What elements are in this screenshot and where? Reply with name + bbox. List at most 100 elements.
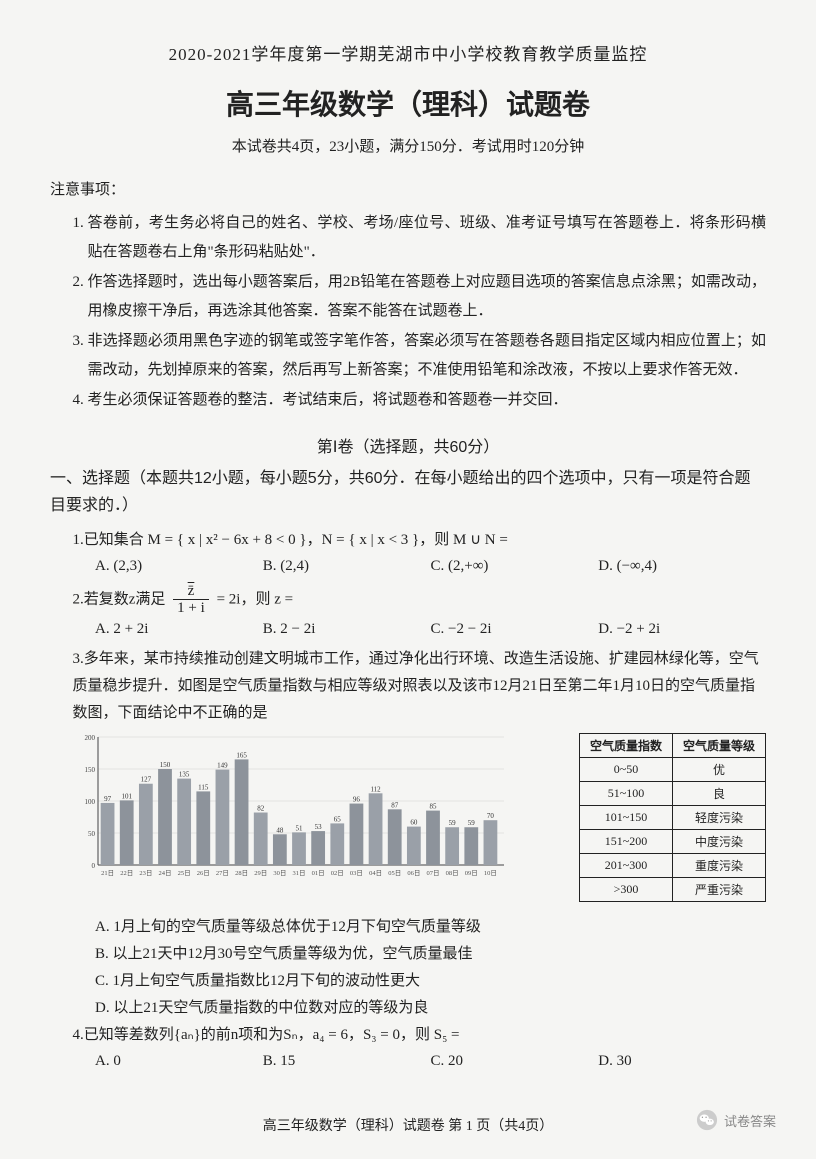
aqi-row: 0~50优 [579, 757, 765, 781]
svg-text:97: 97 [104, 795, 112, 803]
q3-opt-d: D. 以上21天空气质量指数的中位数对应的等级为良 [95, 995, 766, 1022]
svg-text:07日: 07日 [427, 869, 440, 877]
q1-opt-a: A. (2,3) [95, 558, 263, 575]
svg-text:50: 50 [88, 830, 96, 838]
notice-item: 答卷前，考生务必将自己的姓名、学校、考场/座位号、班级、准考证号填写在答题卷上．… [88, 209, 767, 266]
aqi-th-level: 空气质量等级 [672, 733, 765, 757]
aqi-cell: 轻度污染 [672, 805, 765, 829]
aqi-row: 151~200中度污染 [579, 829, 765, 853]
svg-text:26日: 26日 [197, 869, 210, 877]
header-line: 2020-2021学年度第一学期芜湖市中小学校教育教学质量监控 [50, 40, 766, 65]
svg-text:150: 150 [85, 766, 96, 774]
q2-options: A. 2 + 2i B. 2 − 2i C. −2 − 2i D. −2 + 2… [50, 621, 766, 638]
aqi-cell: 151~200 [579, 829, 672, 853]
notice-list: 答卷前，考生务必将自己的姓名、学校、考场/座位号、班级、准考证号填写在答题卷上．… [50, 209, 766, 415]
svg-text:05日: 05日 [388, 869, 401, 877]
q1-stem: 1.已知集合 M = { x | x² − 6x + 8 < 0 }，N = {… [50, 527, 766, 554]
q4-opt-a: A. 0 [95, 1053, 263, 1070]
page-footer: 高三年级数学（理科）试题卷 第 1 页（共4页） [0, 1115, 816, 1135]
q1-options: A. (2,3) B. (2,4) C. (2,+∞) D. (−∞,4) [50, 558, 766, 575]
svg-text:60: 60 [410, 818, 418, 826]
svg-text:23日: 23日 [139, 869, 152, 877]
svg-text:59: 59 [468, 819, 476, 827]
svg-text:165: 165 [236, 751, 247, 759]
q3-figure-row: 0501001502009721日10122日12723日15024日13525… [74, 733, 766, 908]
svg-text:101: 101 [121, 792, 132, 800]
svg-text:150: 150 [160, 761, 171, 769]
svg-text:59: 59 [449, 819, 457, 827]
aqi-cell: 重度污染 [672, 853, 765, 877]
part-heading: 一、选择题（本题共12小题，每小题5分，共60分．在每小题给出的四个选项中，只有… [50, 465, 766, 519]
q3-opt-b: B. 以上21天中12月30号空气质量等级为优，空气质量最佳 [95, 941, 766, 968]
q2-frac-top: z̄ [173, 583, 209, 601]
aqi-cell: 201~300 [579, 853, 672, 877]
svg-text:200: 200 [85, 734, 96, 742]
aqi-cell: 中度污染 [672, 829, 765, 853]
q4-opt-b: B. 15 [263, 1053, 431, 1070]
aqi-bar-chart: 0501001502009721日10122日12723日15024日13525… [74, 733, 567, 908]
svg-text:85: 85 [430, 802, 438, 810]
svg-text:65: 65 [334, 815, 342, 823]
notice-heading: 注意事项： [50, 178, 766, 199]
svg-text:29日: 29日 [254, 869, 267, 877]
aqi-row: >300严重污染 [579, 877, 765, 901]
aqi-chart-svg: 0501001502009721日10122日12723日15024日13525… [74, 733, 504, 903]
q3-stem: 3.多年来，某市持续推动创建文明城市工作，通过净化出行环境、改造生活设施、扩建园… [50, 646, 766, 727]
svg-text:09日: 09日 [465, 869, 478, 877]
aqi-th-index: 空气质量指数 [579, 733, 672, 757]
wechat-icon [696, 1109, 718, 1131]
svg-text:115: 115 [198, 783, 209, 791]
q2-stem: 2.若复数z满足 z̄ 1 + i = 2i，则 z = [50, 583, 766, 617]
svg-text:112: 112 [370, 785, 381, 793]
aqi-reference-table: 空气质量指数 空气质量等级 0~50优51~100良101~150轻度污染151… [579, 733, 766, 902]
svg-text:25日: 25日 [178, 869, 191, 877]
q2-opt-d: D. −2 + 2i [598, 621, 766, 638]
svg-text:06日: 06日 [407, 869, 420, 877]
q2-pre: 2.若复数z满足 [73, 591, 166, 607]
svg-text:82: 82 [257, 804, 265, 812]
aqi-cell: 严重污染 [672, 877, 765, 901]
q1-opt-d: D. (−∞,4) [598, 558, 766, 575]
aqi-cell: 0~50 [579, 757, 672, 781]
q4-opt-d: D. 30 [598, 1053, 766, 1070]
notice-item: 非选择题必须用黑色字迹的钢笔或签字笔作答，答案必须写在答题卷各题目指定区域内相应… [88, 327, 767, 384]
svg-text:96: 96 [353, 795, 361, 803]
svg-text:31日: 31日 [293, 869, 306, 877]
q4-options: A. 0 B. 15 C. 20 D. 30 [50, 1053, 766, 1070]
svg-text:28日: 28日 [235, 869, 248, 877]
aqi-cell: 101~150 [579, 805, 672, 829]
q4-stem: 4.已知等差数列{aₙ}的前n项和为Sₙ，a₄ = 6，S₃ = 0，则 S₅ … [50, 1022, 766, 1049]
svg-text:04日: 04日 [369, 869, 382, 877]
aqi-cell: 51~100 [579, 781, 672, 805]
svg-text:127: 127 [141, 776, 152, 784]
svg-text:51: 51 [296, 824, 304, 832]
exam-page: 2020-2021学年度第一学期芜湖市中小学校教育教学质量监控 高三年级数学（理… [0, 0, 816, 1159]
wechat-watermark: 试卷答案 [696, 1109, 776, 1131]
svg-text:01日: 01日 [312, 869, 325, 877]
aqi-cell: 良 [672, 781, 765, 805]
svg-text:0: 0 [92, 862, 96, 870]
q2-post: = 2i，则 z = [217, 591, 294, 607]
q3-options: A. 1月上旬的空气质量等级总体优于12月下旬空气质量等级 B. 以上21天中1… [50, 914, 766, 1022]
svg-text:149: 149 [217, 762, 228, 770]
svg-text:10日: 10日 [484, 869, 497, 877]
svg-text:30日: 30日 [273, 869, 286, 877]
q2-opt-b: B. 2 − 2i [263, 621, 431, 638]
q3-opt-a: A. 1月上旬的空气质量等级总体优于12月下旬空气质量等级 [95, 914, 766, 941]
q2-frac-bot: 1 + i [173, 600, 209, 617]
svg-text:08日: 08日 [446, 869, 459, 877]
notice-item: 考生必须保证答题卷的整洁．考试结束后，将试题卷和答题卷一并交回． [88, 386, 767, 415]
svg-text:87: 87 [391, 801, 399, 809]
q3-opt-c: C. 1月上旬空气质量指数比12月下旬的波动性更大 [95, 968, 766, 995]
svg-text:02日: 02日 [331, 869, 344, 877]
aqi-cell: 优 [672, 757, 765, 781]
svg-text:48: 48 [276, 826, 284, 834]
q2-opt-a: A. 2 + 2i [95, 621, 263, 638]
svg-text:70: 70 [487, 812, 495, 820]
exam-subtitle: 本试卷共4页，23小题，满分150分．考试用时120分钟 [50, 135, 766, 156]
svg-text:135: 135 [179, 770, 190, 778]
aqi-row: 201~300重度污染 [579, 853, 765, 877]
svg-text:27日: 27日 [216, 869, 229, 877]
section-heading: 第Ⅰ卷（选择题，共60分） [50, 433, 766, 457]
svg-text:03日: 03日 [350, 869, 363, 877]
